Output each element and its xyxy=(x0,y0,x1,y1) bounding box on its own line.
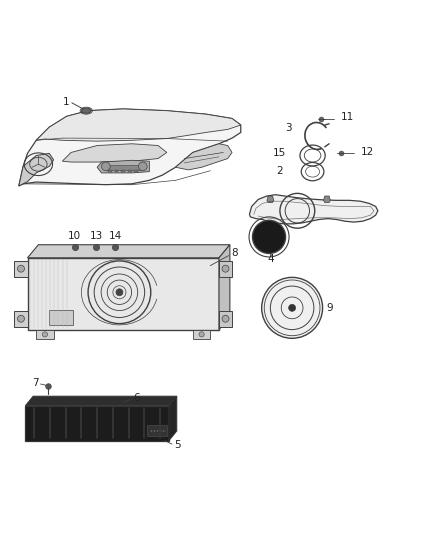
Text: 1: 1 xyxy=(63,97,69,107)
Circle shape xyxy=(18,265,25,272)
Polygon shape xyxy=(323,196,330,203)
Circle shape xyxy=(154,430,155,432)
Circle shape xyxy=(138,162,147,171)
Polygon shape xyxy=(250,195,378,224)
Circle shape xyxy=(289,304,296,311)
Text: 14: 14 xyxy=(109,231,122,241)
Bar xyxy=(36,329,53,339)
Bar xyxy=(134,171,138,172)
Circle shape xyxy=(102,162,110,171)
Text: 7: 7 xyxy=(32,378,39,387)
Text: 13: 13 xyxy=(90,231,103,241)
Circle shape xyxy=(163,430,165,432)
Polygon shape xyxy=(219,245,230,329)
Circle shape xyxy=(199,332,204,337)
Bar xyxy=(25,406,169,441)
Bar xyxy=(49,310,73,325)
Bar xyxy=(121,171,125,172)
Text: 2: 2 xyxy=(277,166,283,176)
Circle shape xyxy=(116,289,123,296)
Polygon shape xyxy=(176,144,232,170)
Circle shape xyxy=(157,430,159,432)
Bar xyxy=(193,329,210,339)
Polygon shape xyxy=(36,109,241,141)
Circle shape xyxy=(222,315,229,322)
Bar xyxy=(106,165,141,170)
Polygon shape xyxy=(169,396,177,441)
Polygon shape xyxy=(28,245,230,258)
Circle shape xyxy=(160,430,162,432)
Text: 11: 11 xyxy=(341,112,354,122)
Polygon shape xyxy=(97,160,149,173)
Text: 3: 3 xyxy=(285,123,292,133)
Circle shape xyxy=(42,332,47,337)
Text: 4: 4 xyxy=(267,254,274,264)
Circle shape xyxy=(253,220,286,254)
Bar xyxy=(219,311,232,327)
Text: 6: 6 xyxy=(133,393,140,403)
Text: 10: 10 xyxy=(68,231,81,241)
Polygon shape xyxy=(19,154,53,186)
Bar xyxy=(14,261,28,277)
Circle shape xyxy=(18,315,25,322)
Bar xyxy=(147,425,167,436)
Circle shape xyxy=(261,277,322,338)
Text: 9: 9 xyxy=(327,303,333,313)
Polygon shape xyxy=(25,396,177,406)
Ellipse shape xyxy=(81,108,91,114)
Polygon shape xyxy=(62,144,167,162)
Text: 12: 12 xyxy=(360,147,374,157)
Circle shape xyxy=(222,265,229,272)
Bar xyxy=(14,311,28,327)
Polygon shape xyxy=(267,196,274,203)
Bar xyxy=(108,171,112,172)
Text: 5: 5 xyxy=(174,440,181,450)
Circle shape xyxy=(151,430,152,432)
Bar xyxy=(127,171,131,172)
Text: 8: 8 xyxy=(231,248,237,259)
Text: 15: 15 xyxy=(273,148,286,158)
Bar xyxy=(28,258,219,329)
Bar xyxy=(219,261,232,277)
Polygon shape xyxy=(19,109,241,186)
Bar xyxy=(115,171,118,172)
